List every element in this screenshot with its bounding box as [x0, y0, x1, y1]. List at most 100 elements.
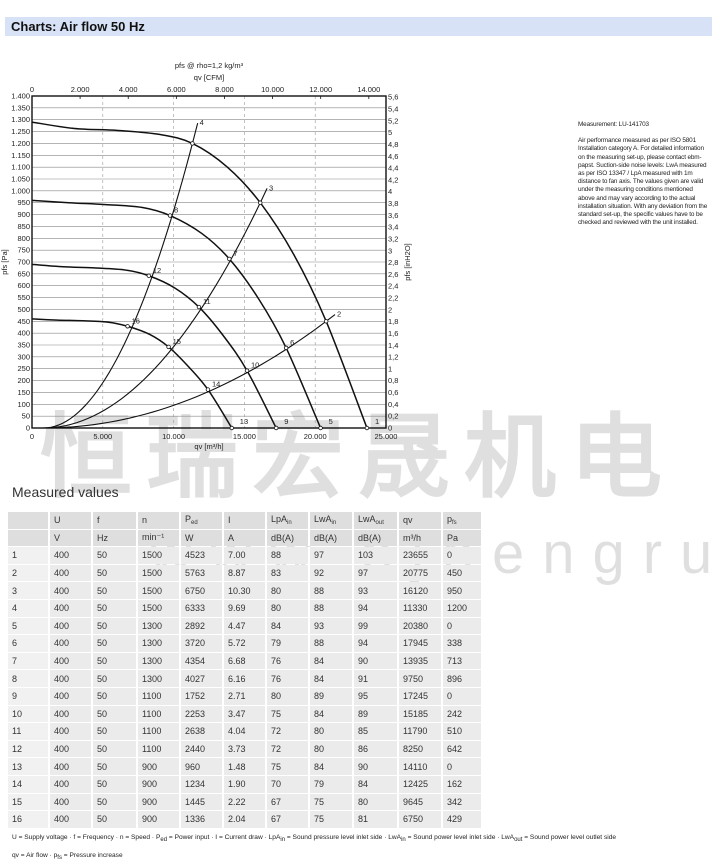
- y2-tick-label: 2,2: [388, 294, 398, 303]
- y2-tick-label: 5: [388, 128, 392, 137]
- operating-point-label: 7: [233, 249, 237, 258]
- legend-definition: Power input: [174, 834, 210, 841]
- header-symbol: f: [97, 515, 100, 526]
- operating-point-marker: [318, 425, 323, 431]
- y-tick-label: 450: [17, 317, 30, 326]
- table-cell: 9750: [399, 670, 443, 687]
- y-axis-label: pfs [Pa]: [0, 249, 9, 274]
- table-cell: 6.16: [224, 670, 267, 687]
- table-cell: 1200: [443, 599, 483, 617]
- system-line-label: 3: [269, 183, 273, 192]
- legend-definition: Frequency: [82, 834, 114, 841]
- measurement-id: Measurement: LU-141703: [578, 121, 649, 128]
- table-cell: 50: [93, 564, 138, 582]
- fan-curve-1100: [31, 263, 277, 429]
- y-tick-label: 950: [17, 198, 30, 207]
- legend-symbol: LpA: [268, 834, 281, 841]
- system-line-4: [43, 122, 199, 429]
- table-cell: 1500: [138, 582, 181, 599]
- table-cell: 91: [354, 670, 399, 687]
- header-cell-unit: Pa: [443, 529, 483, 547]
- table-cell: 79: [267, 635, 310, 652]
- table-cell: 80: [267, 687, 310, 705]
- table-cell: 13935: [399, 652, 443, 670]
- table-row: 5 400 50 1300 2892 4.47 84 93 99 20380 0: [8, 617, 483, 635]
- table-row: 14 400 50 900 1234 1.90 70 79 84 12425 162: [8, 775, 483, 793]
- table-cell: 6: [8, 635, 50, 652]
- header-subscript: in: [331, 520, 337, 527]
- header-cell-unit: dB(A): [310, 529, 354, 547]
- table-cell: 15185: [399, 705, 443, 723]
- operating-point-label: 13: [240, 417, 248, 426]
- operating-point-label: 12: [153, 266, 161, 275]
- table-cell: 400: [50, 687, 93, 705]
- table-cell: 75: [310, 811, 354, 828]
- header-subscript: in: [287, 520, 292, 527]
- table-row: 13 400 50 900 960 1.48 75 84 90 14110 0: [8, 758, 483, 775]
- y-tick-label: 150: [17, 388, 30, 397]
- legend-symbol: p: [53, 852, 58, 859]
- y2-tick-label: 2: [388, 305, 392, 314]
- y-tick-label: 350: [17, 341, 30, 350]
- y-tick-label: 1.250: [11, 127, 30, 136]
- table-cell: 90: [354, 758, 399, 775]
- table-cell: 242: [443, 705, 483, 723]
- table-cell: 400: [50, 723, 93, 740]
- y-tick-label: 600: [17, 281, 30, 290]
- y-tick-label: 1.200: [11, 139, 30, 148]
- system-line-label: 4: [200, 118, 204, 127]
- table-cell: 50: [93, 811, 138, 828]
- y-tick-label: 700: [17, 258, 30, 267]
- table-cell: 72: [267, 723, 310, 740]
- table-cell: 2.04: [224, 811, 267, 828]
- table-cell: 4354: [181, 652, 224, 670]
- table-cell: 97: [354, 564, 399, 582]
- y2-tick-label: 0,4: [388, 400, 398, 409]
- table-cell: 81: [354, 811, 399, 828]
- y-tick-label: 650: [17, 269, 30, 278]
- header-cell-unit: V: [50, 529, 93, 547]
- table-cell: 1234: [181, 775, 224, 793]
- x-tick-label: 15.000: [233, 432, 256, 441]
- table-cell: 80: [310, 740, 354, 758]
- table-cell: 400: [50, 811, 93, 828]
- table-cell: 23655: [399, 547, 443, 564]
- table-cell: 2440: [181, 740, 224, 758]
- table-cell: 4.04: [224, 723, 267, 740]
- y2-tick-label: 0,8: [388, 376, 398, 385]
- table-cell: 1: [8, 547, 50, 564]
- header-symbol: I: [228, 515, 231, 526]
- header-cell-unit: W: [181, 529, 224, 547]
- table-cell: 90: [354, 652, 399, 670]
- table-cell: 9: [8, 687, 50, 705]
- header-symbol: LwA: [358, 514, 376, 525]
- table-cell: 14110: [399, 758, 443, 775]
- operating-point-label: 10: [251, 361, 259, 370]
- operating-point-marker: [283, 345, 289, 351]
- operating-point-marker: [323, 319, 329, 324]
- y2-tick-label: 5,4: [388, 105, 398, 114]
- legend-symbol: LwA: [501, 834, 515, 841]
- table-cell: 83: [267, 564, 310, 582]
- fan-curve-1500: [31, 121, 368, 429]
- table-cell: 3720: [181, 635, 224, 652]
- table-cell: 642: [443, 740, 483, 758]
- header-cell-unit: dB(A): [354, 529, 399, 547]
- y-tick-label: 1.050: [11, 175, 30, 184]
- table-row: 1 400 50 1500 4523 7.00 88 97 103 23655 0: [8, 547, 483, 564]
- table-cell: 50: [93, 775, 138, 793]
- system-line-label: 2: [337, 310, 341, 319]
- header-cell-symbol: I: [224, 512, 267, 529]
- table-cell: 50: [93, 547, 138, 564]
- y-tick-label: 1.350: [11, 103, 30, 112]
- table-cell: 75: [267, 705, 310, 723]
- table-cell: 450: [443, 564, 483, 582]
- table-cell: 7.00: [224, 547, 267, 564]
- header-symbol: qv: [403, 515, 413, 526]
- table-cell: 8250: [399, 740, 443, 758]
- table-cell: 1100: [138, 687, 181, 705]
- table-cell: 6333: [181, 599, 224, 617]
- legend-subscript: in: [280, 837, 286, 843]
- y2-tick-label: 4,6: [388, 152, 398, 161]
